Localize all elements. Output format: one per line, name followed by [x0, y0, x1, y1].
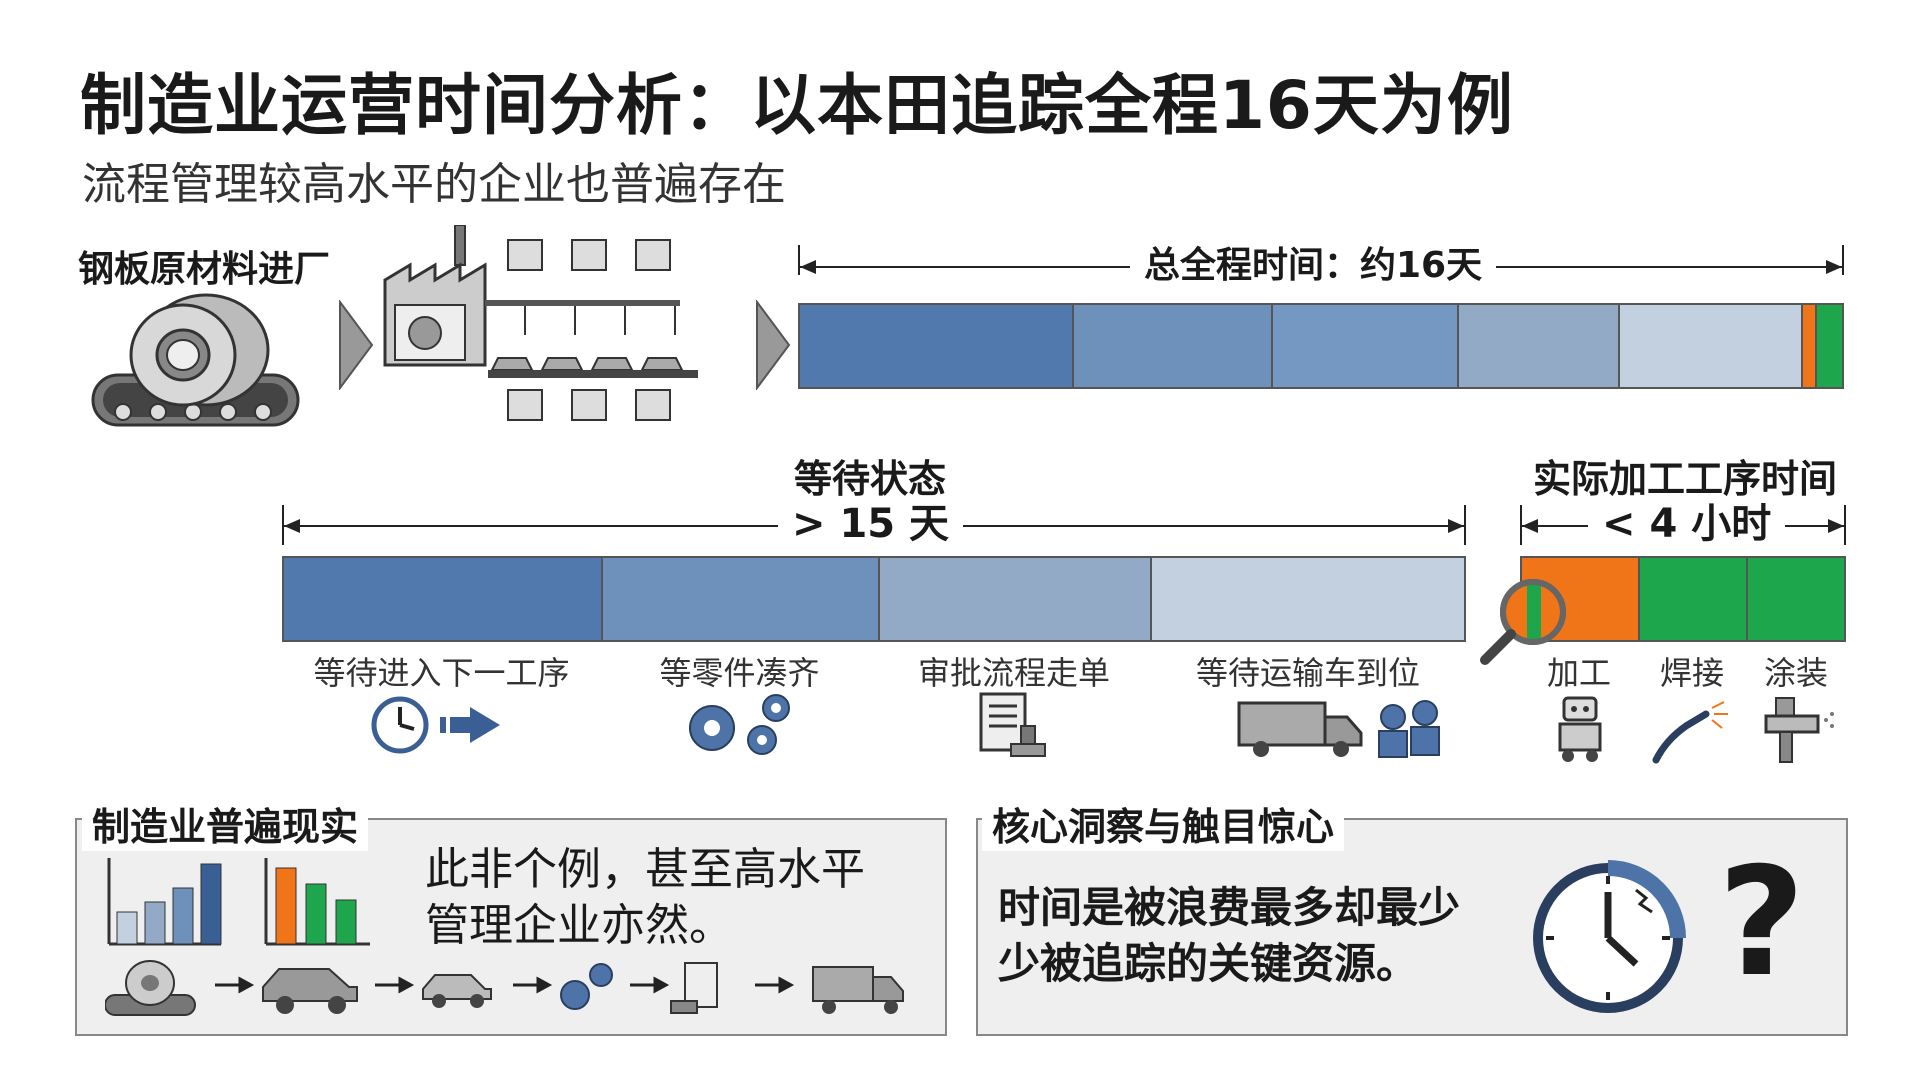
timeline-segment	[1817, 305, 1842, 387]
bar-chart-icon	[264, 858, 370, 946]
processing-segment	[1748, 558, 1844, 640]
waiting-segment	[603, 558, 880, 640]
panel-industry-reality-title: 制造业普遍现实	[82, 796, 369, 851]
waiting-caption: 等待运输车到位	[1195, 654, 1420, 692]
arrowhead-left-icon	[1522, 519, 1538, 533]
waiting-duration: > 15 天	[778, 500, 964, 548]
processing-caption: 加工	[1546, 654, 1611, 692]
process-flow-icons	[105, 960, 904, 1016]
question-mark: ?	[1718, 836, 1806, 1010]
core-insight-text: 时间是被浪费最多却最少 少被追踪的关键资源。	[998, 880, 1460, 992]
flow-chevron-icon	[756, 300, 791, 390]
waiting-caption: 审批流程走单	[917, 654, 1110, 692]
dimension-tick	[1842, 245, 1844, 275]
waiting-bar	[282, 556, 1466, 642]
core-insight-line: 少被追踪的关键资源。	[998, 939, 1419, 988]
processing-segment	[1640, 558, 1748, 640]
timeline-segment	[1459, 305, 1620, 387]
core-insight-line: 时间是被浪费最多却最少	[998, 883, 1461, 932]
robot-icon	[1558, 696, 1602, 762]
bar-chart-icon	[107, 858, 222, 946]
waiting-segment	[1152, 558, 1464, 640]
steel-coil-conveyor-icon	[91, 293, 300, 427]
magnifier-icon	[1480, 579, 1566, 665]
arrowhead-right-icon	[1826, 260, 1842, 274]
timeline-segment	[1273, 305, 1459, 387]
processing-duration: < 4 小时	[1588, 500, 1786, 548]
flow-chevron-icon	[339, 300, 374, 390]
waiting-segment	[880, 558, 1152, 640]
dimension-tick	[1844, 505, 1846, 545]
page-title: 制造业运营时间分析：以本田追踪全程16天为例	[80, 67, 1514, 144]
total-time-label: 总全程时间：约16天	[1130, 245, 1497, 287]
timeline-segment	[800, 305, 1074, 387]
industry-reality-line: 此非个例，甚至高水平	[425, 844, 865, 895]
arrowhead-left-icon	[284, 519, 300, 533]
industry-reality-text: 此非个例，甚至高水平 管理企业亦然。	[425, 842, 865, 954]
panel-core-insight-title: 核心洞察与触目惊心	[982, 796, 1345, 851]
waiting-title: 等待状态	[793, 457, 946, 501]
spray-gun-icon	[1764, 697, 1834, 763]
arrowhead-right-icon	[1828, 519, 1844, 533]
truck-workers-icon	[1237, 700, 1440, 758]
dimension-tick	[1520, 505, 1522, 545]
processing-caption: 焊接	[1659, 654, 1724, 692]
broken-clock-icon	[1533, 860, 1686, 1013]
dimension-tick	[798, 245, 800, 275]
timeline-segment	[1074, 305, 1273, 387]
page-subtitle: 流程管理较高水平的企业也普遍存在	[82, 159, 786, 210]
waiting-segment	[284, 558, 603, 640]
clock-arrow-icon	[371, 696, 500, 754]
processing-title: 实际加工工序时间	[1532, 457, 1837, 501]
industry-reality-line: 管理企业亦然。	[425, 900, 733, 951]
arrowhead-left-icon	[800, 260, 816, 274]
steel-input-label: 钢板原材料进厂	[78, 249, 331, 290]
timeline-segment	[1620, 305, 1803, 387]
document-stamp-icon	[979, 692, 1046, 757]
dimension-tick	[1464, 505, 1466, 545]
waiting-caption: 等零件凑齐	[659, 654, 820, 692]
arrowhead-right-icon	[1448, 519, 1464, 533]
panel-core-insight	[976, 818, 1848, 1036]
factory-assembly-line-icon	[383, 225, 698, 421]
dimension-tick	[282, 505, 284, 545]
welding-torch-icon	[1652, 701, 1728, 764]
processing-caption: 涂装	[1763, 654, 1828, 692]
timeline-segment	[1803, 305, 1817, 387]
total-timeline-bar	[798, 303, 1844, 389]
waiting-caption: 等待进入下一工序	[313, 654, 570, 692]
gears-icon	[689, 694, 790, 755]
